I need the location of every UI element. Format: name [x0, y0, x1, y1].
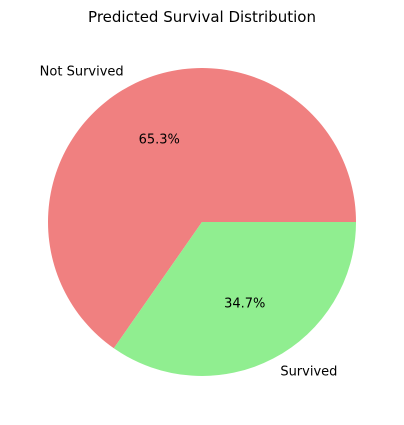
- slice-category-label: Not Survived: [40, 64, 124, 79]
- slice-percent-label: 65.3%: [139, 133, 180, 148]
- pie-slice-survived: [113, 222, 356, 377]
- pie-slices: [48, 67, 357, 377]
- slice-category-label: Survived: [280, 365, 337, 380]
- slice-percent-label: 34.7%: [224, 296, 265, 311]
- pie-labels: 65.3% Not Survived 34.7% Survived: [40, 64, 338, 379]
- chart-title: Predicted Survival Distribution: [88, 8, 316, 26]
- pie-slice-not-survived: [48, 67, 357, 349]
